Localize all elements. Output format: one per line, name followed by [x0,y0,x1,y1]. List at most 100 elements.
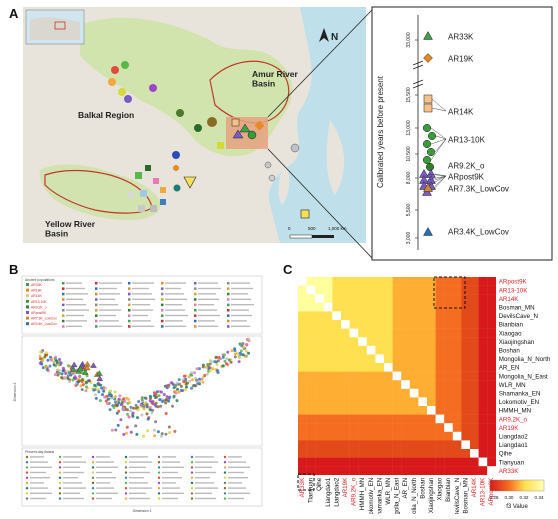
legend-ancient-swatch [95,325,98,328]
heatmap-cell [323,397,333,407]
heatmap-cell [392,320,402,329]
heatmap-cell [366,431,376,441]
legend-ancient-swatch [62,298,65,301]
mds-point [140,398,144,402]
heatmap-cell [409,337,419,346]
legend-present-swatch [91,461,95,464]
legend-ancient-label: ARpost9K [31,311,47,315]
heatmap-cell [323,406,333,415]
heatmap-cell [349,285,359,295]
heatmap-cell [306,311,316,321]
heatmap-cell [461,337,471,346]
legend-ancient-swatch [161,287,164,290]
heatmap-cell [323,449,333,458]
heatmap-cell [341,328,350,338]
mds-point [110,428,114,432]
heatmap-cell [358,406,367,415]
heatmap-cell [375,440,385,450]
mds-point [56,373,60,377]
legend-ancient-line [99,314,116,317]
heatmap-cell [409,371,419,381]
mds-point [154,392,158,396]
legend-ancient-swatch [95,282,98,285]
legend-ancient-line [132,314,148,317]
heatmap-cell [461,380,471,389]
legend-present-line [129,471,150,474]
legend-present-swatch [124,497,128,500]
scale-tick-0: 0 [288,226,291,231]
mds-point [160,434,163,438]
heatmap-cell [418,328,428,338]
heatmap-cell [478,406,488,415]
legend-present-line [228,487,246,489]
heatmap-row-label: WLR_MN [499,382,526,389]
heatmap-cell [487,466,496,475]
legend-present-swatch [124,487,128,490]
mds-point [191,384,195,388]
legend-ancient-swatch [62,319,65,323]
mds-point [154,420,158,424]
heatmap-cell [375,302,385,312]
heatmap-cell [392,380,402,389]
mds-point [156,405,160,409]
heatmap-cell [470,414,479,424]
heatmap-cell [418,337,428,346]
heatmap-cell [401,414,410,424]
heatmap-cell [315,440,324,450]
heatmap-cell [315,371,324,381]
mds-point [71,378,75,382]
heatmap-cell [470,457,479,467]
heatmap-cell [487,406,496,415]
legend-present-line [63,497,84,500]
heatmap-cell [461,345,471,355]
mds-point [247,351,250,355]
heatmap-cell [452,354,462,364]
heatmap-cell [444,380,453,389]
heatmap-cell [427,277,436,286]
legend-present-line [228,492,250,494]
f3-legend-ticks: 0.28 0.30 0.32 0.34 [490,495,544,500]
heatmap-cell [487,302,496,312]
legend-ancient-line [165,314,188,317]
heatmap-cell [487,345,496,355]
mds-point [177,378,181,382]
heatmap-cell [341,302,350,312]
legend-ancient-swatch [161,303,164,307]
heatmap-cell [401,294,410,303]
mds-point [49,357,53,361]
f3-legend-tick: 0.32 [520,495,529,500]
legend-present-swatch [190,497,194,500]
mds-point [172,394,176,398]
legend-ancient-line [165,325,186,327]
legend-present-line [129,456,148,458]
heatmap-cell [444,431,453,441]
heatmap-cell [427,457,436,467]
legend-ancient-line [165,309,185,311]
mds-point [165,395,169,399]
heatmap-cell [452,457,462,467]
legend-present-line [63,492,80,494]
legend-present-swatch [157,487,161,490]
heatmap-cell [298,397,307,407]
heatmap-cell [315,406,324,415]
mds-point [52,360,56,364]
mds-point [44,351,48,355]
legend-ancient-swatch [128,325,131,328]
heatmap-cell [452,388,462,398]
legend-present-swatch [91,455,95,459]
mds-point [146,417,150,421]
legend-ancient-line [66,287,85,290]
heatmap-cell [366,345,376,355]
heatmap-cell [349,449,359,458]
legend-ancient-swatch [128,314,131,317]
timeline-marker-ar13-10k [422,123,432,133]
mds-point [182,380,186,384]
heatmap-cell [323,337,333,346]
legend-ancient-swatch [227,287,230,290]
legend-present-swatch [91,492,95,495]
heatmap-cell [298,457,307,467]
legend-ancient-swatch [227,325,230,328]
heatmap-cell [306,371,316,381]
heatmap-cell [384,320,393,329]
mds-point [44,365,48,369]
